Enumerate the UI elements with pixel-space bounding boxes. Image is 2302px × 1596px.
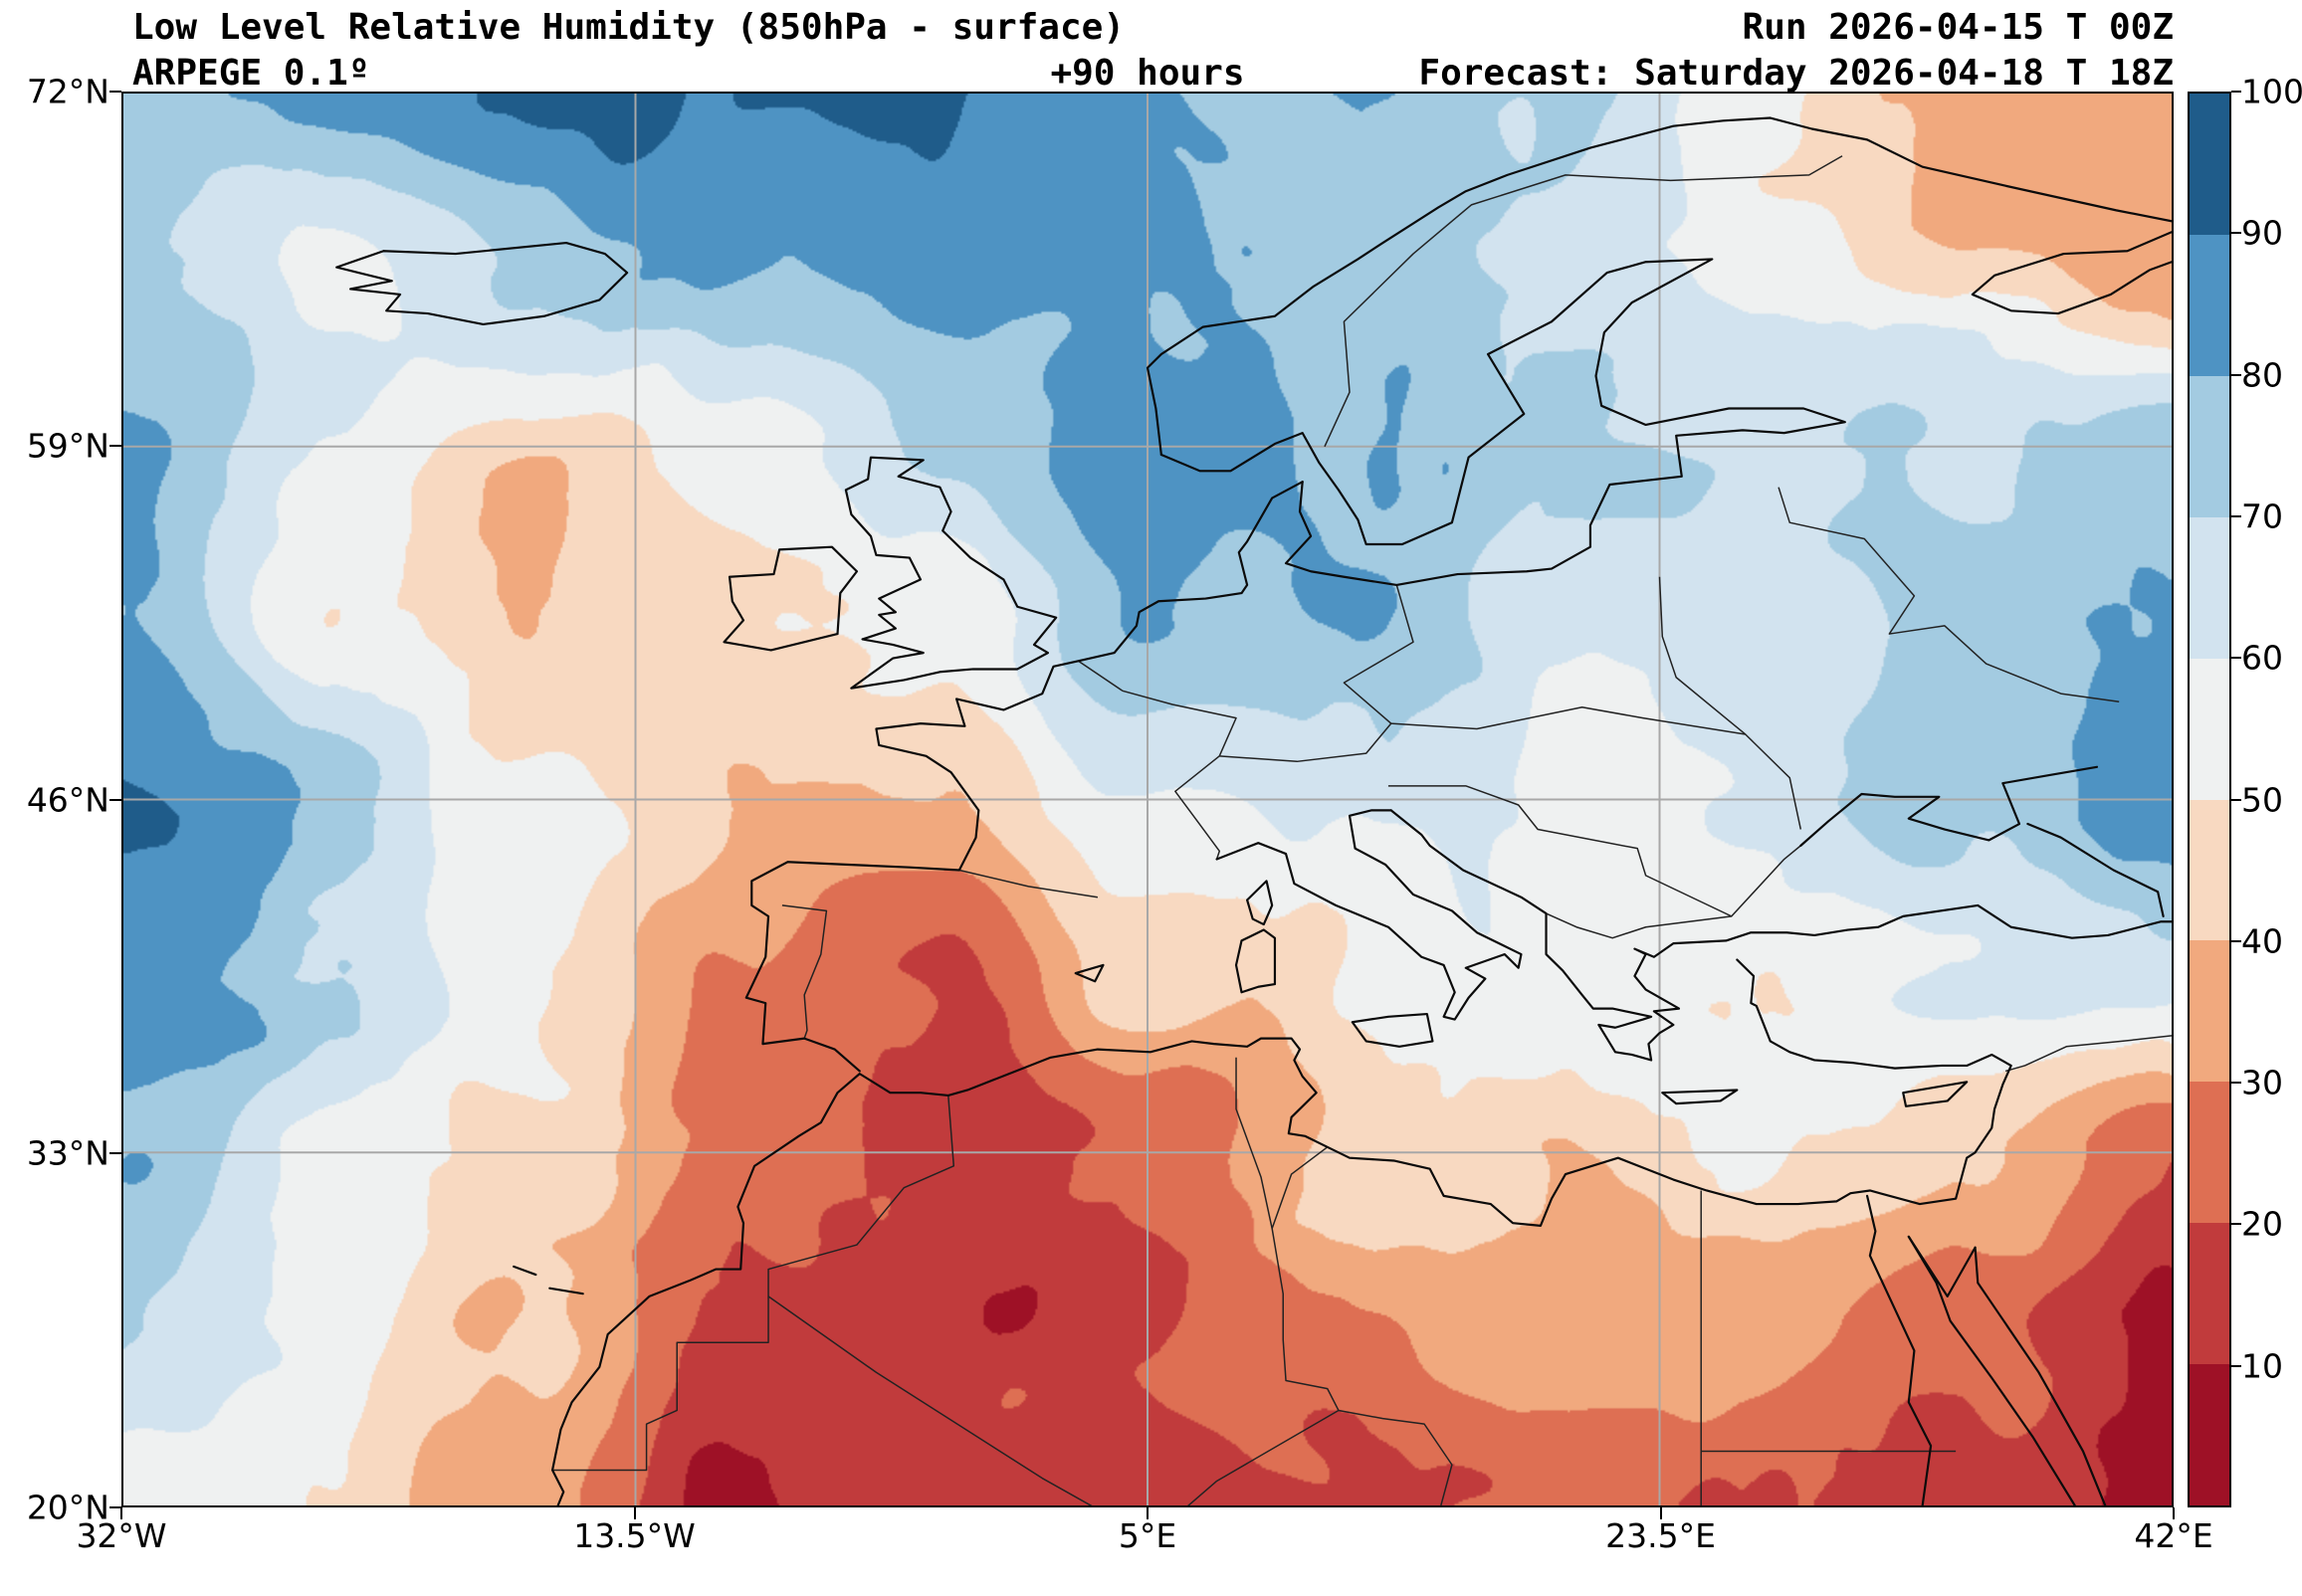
coastline-path [1389, 809, 2172, 1062]
colorbar-tick-label: 30 [2241, 1063, 2283, 1102]
y-axis-label: 33°N [26, 1133, 109, 1173]
x-tick-mark [1147, 1507, 1149, 1519]
colorbar-tick-label: 40 [2241, 921, 2283, 961]
country-border-path [1390, 706, 1802, 830]
coastline-path [1074, 963, 1105, 983]
x-axis-label: 32°W [76, 1516, 167, 1555]
colorbar-tick-label: 100 [2241, 72, 2302, 111]
colorbar-segment [2190, 516, 2229, 659]
coastline-path [1146, 116, 2172, 457]
coastline-path [1865, 1194, 1933, 1505]
country-border-path [1271, 1146, 1329, 1229]
colorbar-tick-mark [2231, 1223, 2241, 1226]
coastline-path [744, 481, 1304, 1073]
country-border-path [1235, 1057, 1340, 1411]
colorbar-tick-label: 20 [2241, 1204, 2283, 1244]
country-border-path [2004, 1035, 2172, 1073]
colorbar-tick-mark [2231, 232, 2241, 235]
y-tick-mark [109, 798, 121, 801]
coastline-path [1351, 1012, 1434, 1048]
colorbar-tick-label: 70 [2241, 497, 2283, 536]
colorbar-tick-label: 90 [2241, 213, 2283, 253]
y-tick-mark [109, 1506, 121, 1508]
colorbar-tick-mark [2231, 798, 2241, 801]
coastline-path [513, 1265, 537, 1277]
colorbar-segment [2190, 940, 2229, 1083]
colorbar-segment [2190, 1364, 2229, 1506]
country-border-path [1078, 660, 1237, 860]
colorbar-tick-label: 80 [2241, 355, 2283, 395]
colorbar-segment [2190, 1223, 2229, 1365]
colorbar-tick-label: 60 [2241, 638, 2283, 678]
coastline-path [1234, 928, 1277, 994]
y-tick-mark [109, 91, 121, 93]
coastline-path [1907, 1235, 1977, 1297]
colorbar-tick-mark [2231, 1364, 2241, 1367]
country-border-path [552, 1095, 955, 1472]
country-border-path [1658, 576, 1747, 735]
country-border-path [1778, 487, 2120, 703]
x-tick-mark [2173, 1507, 2175, 1519]
coastline-path [1907, 1235, 2076, 1505]
coastline-path [844, 456, 1058, 690]
coastline-path [550, 958, 2012, 1505]
country-border-path [1387, 785, 1801, 917]
country-border-path [1324, 155, 1843, 448]
colorbar-tick-mark [2231, 514, 2241, 517]
model-label: ARPEGE 0.1º [132, 53, 370, 94]
colorbar-tick-mark [2231, 657, 2241, 660]
x-axis-label: 13.5°W [573, 1516, 696, 1555]
x-tick-mark [1659, 1507, 1662, 1519]
country-border-path [767, 1296, 1093, 1505]
coastline-path [1971, 231, 2172, 315]
country-border-path [1546, 912, 1732, 939]
colorbar-segment [2190, 375, 2229, 517]
lead-time-label: +90 hours [1050, 53, 1245, 94]
map-overlay-svg [123, 94, 2172, 1505]
coastline-path [1215, 809, 1523, 1021]
colorbar-segment [2190, 94, 2229, 235]
y-axis-label: 72°N [26, 72, 109, 111]
y-tick-mark [109, 444, 121, 447]
coastline-path [1661, 1089, 1739, 1105]
colorbar-tick-mark [2231, 1082, 2241, 1085]
x-axis-label: 42°E [2134, 1516, 2213, 1555]
y-tick-mark [109, 1152, 121, 1155]
colorbar-tick-mark [2231, 939, 2241, 942]
run-label: Run 2026-04-15 T 00Z [1742, 7, 2174, 48]
country-border-path [958, 869, 1099, 898]
coastline-path [1246, 880, 1274, 926]
colorbar [2188, 92, 2231, 1507]
colorbar-tick-mark [2231, 91, 2241, 93]
y-axis-label: 59°N [26, 426, 109, 466]
y-axis-label: 46°N [26, 780, 109, 819]
x-axis-label: 23.5°E [1605, 1516, 1716, 1555]
coastline-path [723, 545, 859, 652]
colorbar-tick-label: 50 [2241, 780, 2283, 819]
country-border-path [1219, 584, 1414, 763]
colorbar-tick-label: 10 [2241, 1346, 2283, 1386]
colorbar-segment [2190, 799, 2229, 941]
x-axis-label: 5°E [1118, 1516, 1177, 1555]
coastline-path [1799, 765, 2099, 847]
country-border-path [1187, 1409, 1453, 1505]
colorbar-segment [2190, 234, 2229, 376]
coastline-path [335, 241, 629, 326]
colorbar-segment [2190, 1082, 2229, 1224]
x-tick-mark [633, 1507, 636, 1519]
country-border-path [781, 904, 828, 1039]
y-axis-label: 20°N [26, 1488, 109, 1527]
coastline-path [2026, 822, 2165, 917]
forecast-label: Forecast: Saturday 2026-04-18 T 18Z [1418, 53, 2174, 94]
coastline-path [548, 1287, 584, 1296]
chart-title: Low Level Relative Humidity (850hPa - su… [132, 7, 1125, 48]
colorbar-tick-mark [2231, 373, 2241, 376]
map-plot [121, 92, 2174, 1507]
coastline-path [1902, 1081, 1969, 1107]
coastline-path [1974, 1246, 2107, 1505]
colorbar-segment [2190, 658, 2229, 800]
coastline-path [1159, 258, 1846, 587]
x-tick-mark [120, 1507, 122, 1519]
